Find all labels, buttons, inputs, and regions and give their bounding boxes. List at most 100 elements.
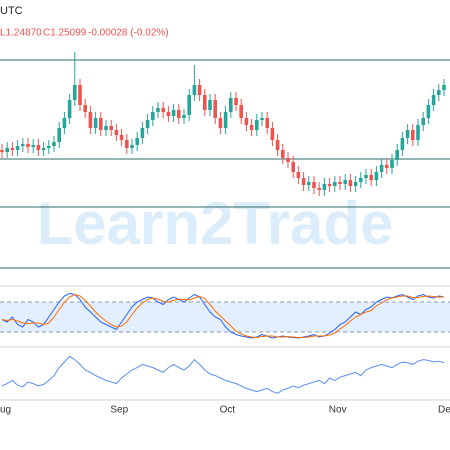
candle-body bbox=[187, 95, 191, 115]
candle-body bbox=[317, 188, 321, 190]
candle-body bbox=[265, 118, 269, 128]
candle-body bbox=[213, 100, 217, 118]
candle-body bbox=[286, 158, 290, 162]
candle-body bbox=[135, 138, 139, 145]
candle-body bbox=[395, 150, 399, 160]
candle-body bbox=[26, 144, 30, 147]
candle-body bbox=[119, 135, 124, 140]
candle-body bbox=[161, 108, 165, 112]
header-change: -0.00028 (-0.02%) bbox=[88, 28, 169, 39]
candle-body bbox=[301, 178, 306, 185]
candle-body bbox=[218, 118, 223, 128]
candle-body bbox=[244, 118, 249, 125]
candle-body bbox=[405, 130, 410, 138]
candle-body bbox=[21, 144, 25, 146]
candle-body bbox=[229, 98, 233, 112]
candle-body bbox=[182, 115, 186, 118]
x-tick-label: ug bbox=[0, 405, 11, 416]
candle-body bbox=[93, 118, 98, 128]
candle-body bbox=[104, 126, 108, 130]
candle-body bbox=[364, 175, 368, 178]
candle-body bbox=[41, 148, 46, 150]
candle-body bbox=[338, 182, 342, 184]
candle-body bbox=[73, 85, 77, 100]
candle-body bbox=[67, 100, 72, 118]
x-tick-label: Sep bbox=[110, 405, 128, 416]
candle-body bbox=[249, 125, 254, 130]
oscillator-line bbox=[1, 355, 445, 394]
candle-body bbox=[47, 146, 51, 148]
candle-body bbox=[62, 118, 67, 128]
candle-body bbox=[10, 148, 15, 150]
candle-body bbox=[177, 110, 181, 118]
candle-body bbox=[197, 85, 202, 95]
candle-body bbox=[411, 130, 415, 140]
candle-body bbox=[255, 120, 259, 130]
candle-body bbox=[239, 105, 243, 118]
header-close: C1.25099 bbox=[43, 28, 87, 39]
candle-body bbox=[140, 128, 145, 138]
candle-body bbox=[57, 128, 61, 142]
x-tick-label: Oct bbox=[220, 405, 236, 416]
candle-body bbox=[379, 165, 384, 172]
candle-body bbox=[312, 182, 316, 188]
candle-body bbox=[374, 172, 379, 180]
watermark: Learn2Trade bbox=[37, 190, 394, 257]
candle-body bbox=[0, 150, 4, 152]
stochastic-line bbox=[1, 292, 445, 339]
candle-body bbox=[343, 180, 347, 184]
candle-body bbox=[333, 182, 337, 186]
header-low: L1.24870 bbox=[0, 28, 42, 39]
candle-body bbox=[400, 138, 405, 150]
candle-body bbox=[421, 118, 425, 125]
candle-body bbox=[234, 98, 238, 105]
candle-body bbox=[52, 142, 56, 146]
candle-body bbox=[385, 165, 389, 168]
candle-body bbox=[416, 125, 420, 140]
candle-body bbox=[275, 140, 280, 150]
candle-body bbox=[322, 184, 327, 190]
candle-body bbox=[208, 100, 212, 110]
stochastic-line bbox=[1, 293, 444, 339]
candle-body bbox=[260, 118, 264, 120]
candle-body bbox=[270, 128, 275, 140]
candle-body bbox=[203, 95, 207, 110]
candle-body bbox=[281, 150, 285, 158]
candle-body bbox=[327, 184, 332, 186]
watermark-group: Learn2Trade bbox=[37, 190, 394, 257]
candle-body bbox=[88, 112, 93, 128]
candle-body bbox=[348, 180, 353, 186]
candle-body bbox=[78, 85, 82, 105]
candle-body bbox=[353, 182, 358, 186]
candle-body bbox=[192, 85, 197, 95]
header-timezone: UTC bbox=[0, 5, 23, 17]
x-tick-label: De bbox=[438, 405, 450, 416]
candle-body bbox=[426, 105, 431, 118]
candle-body bbox=[369, 175, 373, 180]
candle-body bbox=[83, 105, 87, 112]
x-tick-label: Nov bbox=[329, 405, 347, 416]
candle-body bbox=[390, 160, 394, 168]
candle-body bbox=[166, 112, 171, 116]
candle-body bbox=[5, 148, 9, 152]
candle-body bbox=[125, 140, 129, 148]
candle-body bbox=[171, 110, 176, 116]
candle-body bbox=[291, 162, 295, 172]
candle-body bbox=[31, 145, 35, 147]
candle-body bbox=[15, 146, 20, 150]
candle-body bbox=[223, 112, 228, 128]
candle-body bbox=[296, 172, 301, 178]
candle-body bbox=[145, 120, 150, 128]
candle-body bbox=[359, 178, 363, 182]
candle-body bbox=[431, 95, 436, 105]
candle-body bbox=[114, 130, 119, 135]
candle-body bbox=[307, 182, 311, 185]
stochastic-band bbox=[0, 302, 450, 332]
candle-body bbox=[130, 145, 134, 148]
candle-body bbox=[156, 108, 160, 112]
candle-body bbox=[437, 90, 441, 95]
candle-body bbox=[109, 126, 113, 130]
candle-body bbox=[151, 112, 155, 120]
